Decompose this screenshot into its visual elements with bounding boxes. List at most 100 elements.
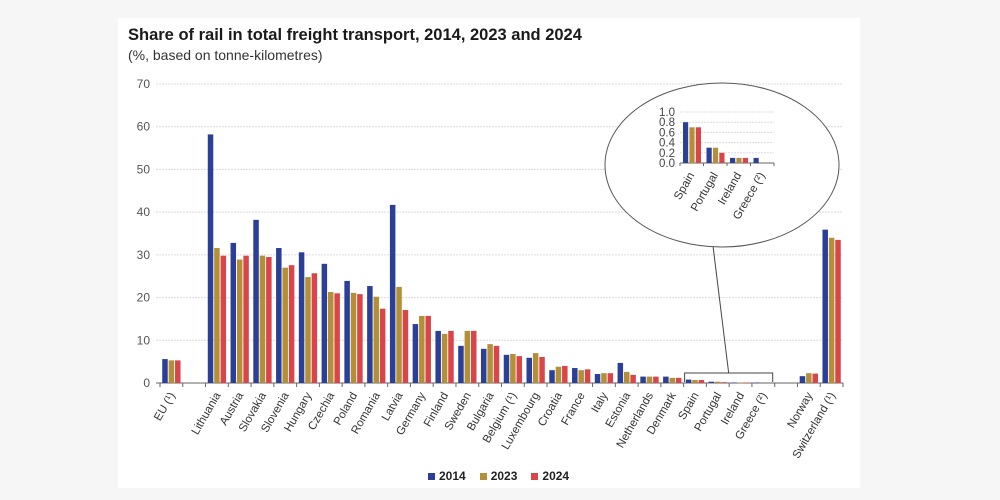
bar-2024: [311, 273, 318, 383]
bar-2024: [288, 265, 295, 383]
y-tick-label: 0: [143, 376, 150, 390]
bar-2024: [425, 315, 431, 383]
inset-ellipse: [604, 82, 840, 248]
inset-y-tick-label: 0.8: [659, 117, 675, 129]
legend-item-2014: 2014: [428, 469, 466, 483]
x-tick-label: EU (¹): [152, 390, 178, 423]
legend: 2014 2023 2024: [428, 469, 569, 483]
bar-2023: [350, 292, 357, 383]
inset-y-tick-label: 0.2: [659, 148, 675, 160]
y-tick-label: 30: [137, 248, 151, 262]
bar-2023: [441, 333, 448, 383]
zoom-connector: [712, 245, 730, 374]
bar-2014: [480, 348, 487, 383]
inset-bar-2024: [742, 157, 748, 163]
bar-2023: [328, 292, 334, 383]
zoom-bracket: [684, 372, 774, 382]
bar-2023: [532, 353, 539, 383]
bar-2014: [685, 379, 692, 383]
bar-2023: [510, 353, 516, 383]
bar-2024: [607, 373, 614, 383]
inset-bar-2024: [695, 127, 701, 163]
bar-2024: [812, 373, 818, 383]
legend-item-2023: 2023: [479, 469, 518, 483]
bar-2024: [243, 255, 249, 383]
bar-2024: [402, 309, 409, 383]
bar-2023: [828, 237, 835, 383]
bar-2014: [344, 280, 350, 383]
bar-2024: [630, 374, 636, 383]
chart-title: Share of rail in total freight transport…: [128, 26, 582, 44]
bar-2023: [259, 255, 266, 383]
inset-y-tick-label: 0.0: [659, 158, 675, 170]
bar-2014: [503, 354, 510, 383]
bar-2024: [175, 360, 181, 383]
bar-2024: [334, 293, 340, 383]
legend-label-2023: 2023: [490, 469, 518, 483]
bar-2023: [487, 344, 493, 383]
inset-bar-2023: [689, 127, 695, 163]
bar-2023: [214, 248, 220, 383]
bar-2024: [220, 255, 227, 383]
legend-label-2024: 2024: [542, 469, 570, 483]
bar-2024: [493, 345, 500, 383]
bar-2014: [617, 362, 624, 383]
bar-2014: [276, 248, 282, 383]
bar-2014: [207, 134, 214, 383]
x-tick-label: Italy: [590, 390, 611, 414]
bar-2024: [744, 382, 750, 384]
bar-2024: [266, 256, 272, 383]
legend-swatch-2024: [531, 472, 539, 480]
y-tick-label: 20: [137, 291, 151, 305]
y-tick-label: 50: [137, 162, 151, 176]
y-tick-label: 70: [137, 77, 151, 91]
bar-2014: [663, 376, 669, 383]
legend-item-2024: 2024: [531, 469, 569, 483]
bar-2014: [321, 263, 328, 383]
bar-2014: [799, 376, 806, 383]
bar-2024: [539, 356, 545, 383]
bar-2024: [379, 308, 386, 383]
bar-2014: [435, 330, 441, 383]
bar-2024: [584, 369, 591, 383]
bar-2023: [806, 373, 812, 383]
bar-2014: [640, 376, 646, 383]
bar-2014: [230, 242, 237, 383]
bar-2014: [162, 359, 168, 383]
bar-2023: [737, 382, 744, 384]
bar-2024: [653, 376, 659, 383]
bar-2014: [572, 368, 578, 383]
bar-2023: [464, 330, 471, 383]
bar-2014: [389, 204, 396, 383]
bar-2023: [282, 267, 288, 383]
bar-2023: [419, 315, 425, 383]
inset-bar-2014: [753, 157, 759, 163]
bar-2014: [822, 229, 828, 383]
inset-y-tick-label: 0.4: [659, 138, 676, 150]
inset-y-tick-label: 0.6: [659, 127, 675, 139]
bar-2024: [516, 356, 523, 383]
y-tick-label: 40: [137, 205, 151, 219]
bar-2023: [555, 366, 562, 383]
bar-2024: [675, 377, 682, 383]
y-tick-label: 10: [137, 333, 151, 347]
inset-bar-2023: [736, 157, 742, 163]
inset-bar-2014: [706, 147, 712, 163]
bar-2014: [253, 219, 259, 383]
bar-2024: [357, 294, 363, 383]
bar-2014: [412, 324, 419, 383]
bar-2023: [373, 296, 380, 383]
legend-swatch-2023: [479, 472, 487, 480]
bar-2014: [367, 286, 373, 383]
bar-2014: [594, 374, 601, 383]
inset-bar-2014: [683, 122, 689, 163]
bar-2023: [646, 376, 653, 383]
bar-2023: [601, 373, 607, 383]
bar-2023: [715, 381, 721, 383]
bar-2014: [458, 345, 464, 383]
bar-2014: [754, 382, 760, 384]
bar-2024: [698, 380, 705, 383]
bar-2024: [835, 239, 841, 383]
bar-2014: [526, 357, 532, 383]
